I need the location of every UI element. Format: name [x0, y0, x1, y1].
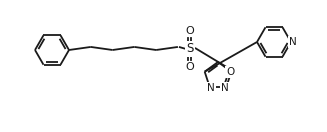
Text: N: N [207, 83, 215, 93]
Text: S: S [186, 43, 194, 55]
Text: O: O [185, 62, 194, 72]
Text: N: N [289, 37, 297, 47]
Text: N: N [221, 83, 229, 93]
Text: O: O [185, 26, 194, 36]
Text: O: O [226, 67, 234, 77]
